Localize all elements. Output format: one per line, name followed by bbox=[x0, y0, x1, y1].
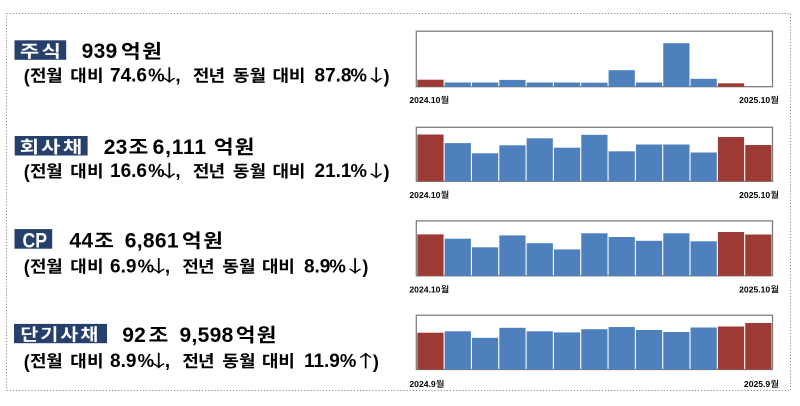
svg-text:): ) bbox=[362, 257, 368, 277]
svg-text:2024.10: 2024.10 bbox=[409, 284, 440, 294]
svg-text:%: % bbox=[329, 255, 345, 276]
svg-text:): ) bbox=[373, 352, 379, 372]
svg-text:%: % bbox=[350, 65, 366, 86]
svg-text:939: 939 bbox=[82, 40, 118, 63]
svg-text:(: ( bbox=[24, 162, 30, 182]
svg-text:2024.10: 2024.10 bbox=[409, 190, 440, 200]
svg-text:2024.10: 2024.10 bbox=[409, 95, 440, 105]
svg-text:,: , bbox=[165, 256, 170, 277]
svg-text:2025.10: 2025.10 bbox=[739, 284, 770, 294]
svg-text:2025.9: 2025.9 bbox=[744, 379, 771, 389]
svg-text:21.1: 21.1 bbox=[315, 161, 352, 182]
svg-text:44: 44 bbox=[69, 230, 93, 253]
svg-text:%: % bbox=[138, 255, 154, 276]
svg-text:2025.10: 2025.10 bbox=[739, 95, 770, 105]
svg-text:2024.9: 2024.9 bbox=[409, 379, 436, 389]
svg-text:%: % bbox=[138, 350, 154, 371]
svg-text:8.9: 8.9 bbox=[110, 351, 136, 372]
svg-text:(: ( bbox=[24, 257, 30, 277]
svg-text:74.6: 74.6 bbox=[110, 66, 147, 87]
svg-text:8.9: 8.9 bbox=[304, 256, 330, 277]
svg-text:): ) bbox=[383, 66, 389, 86]
svg-text:23: 23 bbox=[104, 136, 128, 159]
svg-text:6,111: 6,111 bbox=[153, 136, 207, 159]
svg-text:6.9: 6.9 bbox=[110, 256, 136, 277]
svg-text:,: , bbox=[175, 66, 180, 87]
svg-text:92: 92 bbox=[122, 324, 146, 347]
svg-text:): ) bbox=[383, 162, 389, 182]
svg-text:2025.10: 2025.10 bbox=[739, 190, 770, 200]
svg-text:11.9: 11.9 bbox=[304, 351, 340, 372]
svg-text:CP: CP bbox=[23, 230, 48, 253]
svg-text:9,598: 9,598 bbox=[180, 324, 234, 347]
svg-text:,: , bbox=[175, 161, 180, 182]
svg-text:87.8: 87.8 bbox=[315, 66, 352, 87]
svg-text:(: ( bbox=[24, 352, 30, 372]
svg-text:%: % bbox=[340, 350, 356, 371]
svg-text:16.6: 16.6 bbox=[110, 161, 147, 182]
svg-text:%: % bbox=[148, 160, 164, 181]
svg-text:(: ( bbox=[24, 66, 30, 86]
svg-text:,: , bbox=[165, 351, 170, 372]
svg-text:6,861: 6,861 bbox=[125, 230, 179, 253]
svg-text:%: % bbox=[350, 160, 366, 181]
svg-text:%: % bbox=[148, 65, 164, 86]
